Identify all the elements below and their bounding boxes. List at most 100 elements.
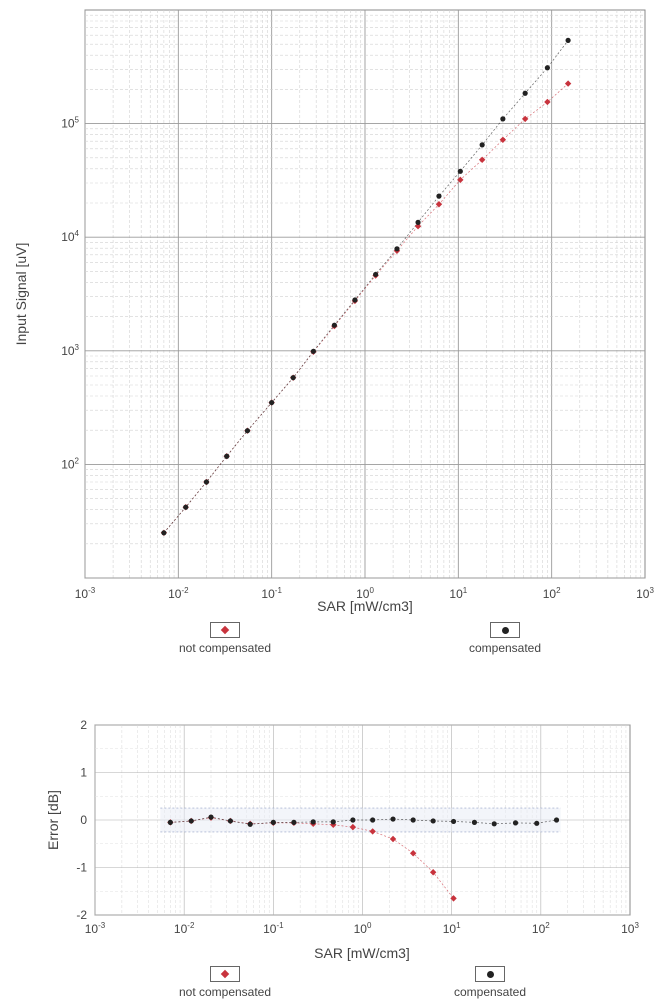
x-tick-label: 10-2 [168,586,189,601]
data-point [544,65,550,71]
x-tick-labels-2: 10-3 10-2 10-1 100 101 102 103 [85,921,640,936]
x-tick-label: 100 [354,921,372,936]
legend-item-not-compensated-1: not compensated [160,622,290,655]
data-point [457,168,463,174]
series-lines-1 [163,40,569,534]
x-tick-label: 103 [636,586,654,601]
data-point [534,820,540,826]
data-point [352,297,358,303]
tolerance-area [160,808,561,832]
data-point [270,819,276,825]
data-point [521,115,529,123]
legend-label: compensated [468,641,542,655]
data-point [471,819,478,825]
data-point [564,80,572,87]
legend-swatch [475,966,505,982]
data-point [224,453,230,459]
legend-item-compensated-2: compensated [430,966,550,999]
data-point [450,818,457,825]
data-point [247,821,253,827]
data-point [435,201,443,208]
data-point [389,835,397,843]
x-tick-labels-1: 10-3 10-2 10-1 100 101 102 103 [75,586,655,601]
y-tick-label: 0 [80,813,87,827]
data-point [414,222,422,230]
legend-label: not compensated [178,985,272,999]
data-point [331,322,337,328]
data-point [349,823,357,831]
circle-marker-icon [501,626,509,634]
data-point [390,816,396,822]
y-tick-label: 104 [61,229,79,244]
y-tick-label: -1 [76,861,87,875]
data-point [394,246,400,252]
data-point [310,819,316,825]
circle-marker-icon [486,970,494,978]
legend-label: compensated [453,985,527,999]
error-chart: 10-3 10-2 10-1 100 101 102 103 210-1-2 SAR [mW… [45,718,640,961]
x-tick-label: 10-3 [75,586,96,601]
x-tick-label: 101 [449,586,467,601]
x-tick-label: 103 [621,921,639,936]
data-point [350,817,356,823]
data-point [478,156,486,164]
data-point [161,530,167,536]
y-tick-label: 102 [61,456,79,471]
legend-item-not-compensated-2: not compensated [160,966,290,999]
y-axis-label-2: Error [dB] [45,790,61,850]
data-point [290,375,296,381]
diamond-marker-icon [220,969,230,979]
data-point [491,821,497,827]
data-point [500,116,506,122]
x-tick-label: 102 [532,921,550,936]
tolerance-band [160,807,561,833]
data-point [409,850,417,857]
data-point [436,193,442,199]
data-point [457,176,464,184]
x-tick-label: 100 [356,586,374,601]
data-point [450,895,457,902]
data-point [479,142,485,148]
data-point [244,428,251,434]
y-tick-label: 1 [80,766,87,780]
data-point [330,819,336,825]
x-tick-label: 102 [543,586,561,601]
data-point [429,869,437,876]
data-point [291,819,297,825]
data-point [167,819,173,825]
y-tick-label: 105 [61,116,79,131]
data-point [410,817,416,823]
legend-item-compensated-1: compensated [445,622,565,655]
data-point [183,504,189,510]
data-point [373,271,379,278]
series-lines-2 [170,816,557,899]
data-point [565,37,571,44]
y-tick-labels-1: 102 103 104 105 [61,116,79,472]
series-line [163,40,569,534]
data-point [499,136,507,144]
y-tick-labels-2: 2 1 0 -1 -2 [76,718,87,922]
input-signal-chart: 10-3 10-2 10-1 100 101 102 103 102 103 104 105 SA… [13,9,655,614]
data-point [310,348,317,354]
data-point [512,820,519,826]
x-tick-label: 10-2 [174,921,195,936]
legend-swatch [210,622,240,638]
y-axis-label-1: Input Signal [uV] [13,243,29,346]
x-tick-label: 10-3 [85,921,106,936]
data-point [208,814,214,820]
x-axis-label-2: SAR [mW/cm3] [314,945,410,961]
legend-swatch [490,622,520,638]
data-point [227,818,234,824]
series-line [170,817,454,899]
y-tick-label: -2 [76,908,87,922]
data-point [188,818,194,824]
data-point [544,98,551,106]
data-point [370,817,376,823]
x-tick-label: 101 [443,921,461,936]
data-point [203,479,210,485]
data-point [553,817,560,823]
diamond-marker-icon [220,625,230,635]
x-tick-label: 10-1 [263,921,284,936]
data-point [522,90,528,96]
data-point [415,219,421,225]
